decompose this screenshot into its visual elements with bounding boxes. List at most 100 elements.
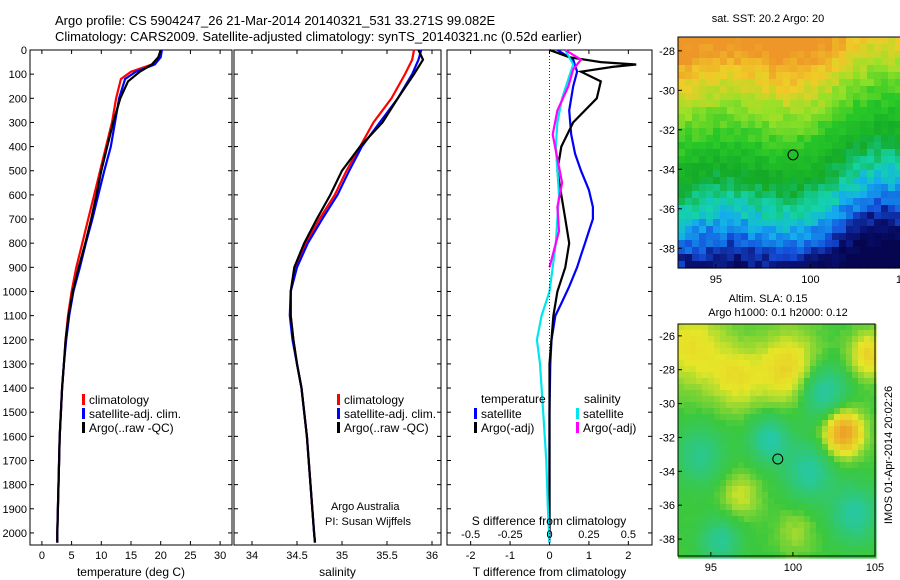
map-cell	[792, 546, 799, 553]
map-cell	[825, 114, 833, 122]
map-cell	[860, 177, 868, 185]
map-cell	[692, 114, 700, 122]
map-cell	[678, 121, 686, 129]
map-cell	[732, 450, 739, 457]
map-cell	[816, 330, 823, 337]
map-cell	[738, 450, 745, 457]
map-cell	[690, 384, 697, 391]
map-cell	[818, 114, 826, 122]
map-cell	[690, 414, 697, 421]
map-cell	[678, 450, 685, 457]
map-cell	[762, 468, 769, 475]
map-cell	[734, 170, 742, 178]
map-cell	[798, 336, 805, 343]
map-cell	[811, 37, 819, 45]
map-cell	[720, 402, 727, 409]
map-cell	[696, 516, 703, 523]
map-cell	[768, 468, 775, 475]
y-tick-label: 300	[9, 117, 27, 129]
map-cell	[790, 226, 798, 234]
map-cell	[867, 100, 875, 108]
map-cell	[738, 324, 745, 331]
map-cell	[714, 384, 721, 391]
map-cell	[678, 79, 686, 87]
map-cell	[867, 254, 875, 262]
map-cell	[762, 254, 770, 262]
map-cell	[769, 142, 777, 150]
map-cell	[726, 546, 733, 553]
map-cell	[755, 44, 763, 52]
map-cell	[822, 342, 829, 349]
map-cell	[734, 100, 742, 108]
map-cell	[756, 360, 763, 367]
map-cell	[684, 372, 691, 379]
map-cell	[846, 402, 853, 409]
map-cell	[828, 420, 835, 427]
map-cell	[702, 348, 709, 355]
map-cell	[840, 426, 847, 433]
map-cell	[818, 156, 826, 164]
map-cell	[762, 177, 770, 185]
map-cell	[732, 408, 739, 415]
map-cell	[852, 450, 859, 457]
map-cell	[852, 330, 859, 337]
map-cell	[769, 156, 777, 164]
map-cell	[816, 546, 823, 553]
map-cell	[727, 65, 735, 73]
map-x-tick-label: 95	[710, 274, 722, 286]
map-cell	[846, 360, 853, 367]
map-cell	[790, 44, 798, 52]
map-cell	[790, 261, 798, 269]
map-cell	[828, 450, 835, 457]
map-cell	[762, 546, 769, 553]
map-cell	[822, 432, 829, 439]
map-cell	[720, 516, 727, 523]
map-cell	[768, 438, 775, 445]
map-cell	[798, 444, 805, 451]
map-cell	[858, 366, 865, 373]
map-cell	[776, 44, 784, 52]
map-cell	[776, 65, 784, 73]
map-cell	[702, 504, 709, 511]
map-cell	[786, 474, 793, 481]
map-cell	[874, 142, 882, 150]
map-cell	[713, 86, 721, 94]
map-cell	[804, 336, 811, 343]
map-cell	[780, 378, 787, 385]
map-cell	[714, 372, 721, 379]
map-cell	[750, 450, 757, 457]
map-cell	[816, 528, 823, 535]
map-cell	[774, 510, 781, 517]
map-cell	[867, 37, 875, 45]
map-cell	[774, 354, 781, 361]
map-cell	[853, 261, 861, 269]
map-cell	[690, 546, 697, 553]
map-cell	[825, 240, 833, 248]
map-cell	[881, 86, 889, 94]
map-cell	[888, 184, 896, 192]
map-cell	[720, 546, 727, 553]
map-cell	[858, 468, 865, 475]
map-cell	[678, 128, 686, 136]
map-cell	[748, 44, 756, 52]
map-cell	[804, 72, 812, 80]
map-cell	[696, 498, 703, 505]
map-cell	[706, 121, 714, 129]
map-cell	[834, 492, 841, 499]
map-cell	[858, 456, 865, 463]
map-cell	[713, 58, 721, 66]
x-tick-label: 34.5	[286, 550, 307, 562]
map-cell	[720, 128, 728, 136]
map-cell	[738, 486, 745, 493]
map-cell	[699, 65, 707, 73]
map-cell	[840, 540, 847, 547]
map-cell	[818, 226, 826, 234]
map-cell	[699, 156, 707, 164]
map-cell	[726, 354, 733, 361]
map-cell	[726, 360, 733, 367]
y-tick-label: 1900	[3, 504, 27, 516]
map-cell	[734, 247, 742, 255]
map-cell	[792, 384, 799, 391]
map-cell	[867, 156, 875, 164]
map-cell	[768, 534, 775, 541]
